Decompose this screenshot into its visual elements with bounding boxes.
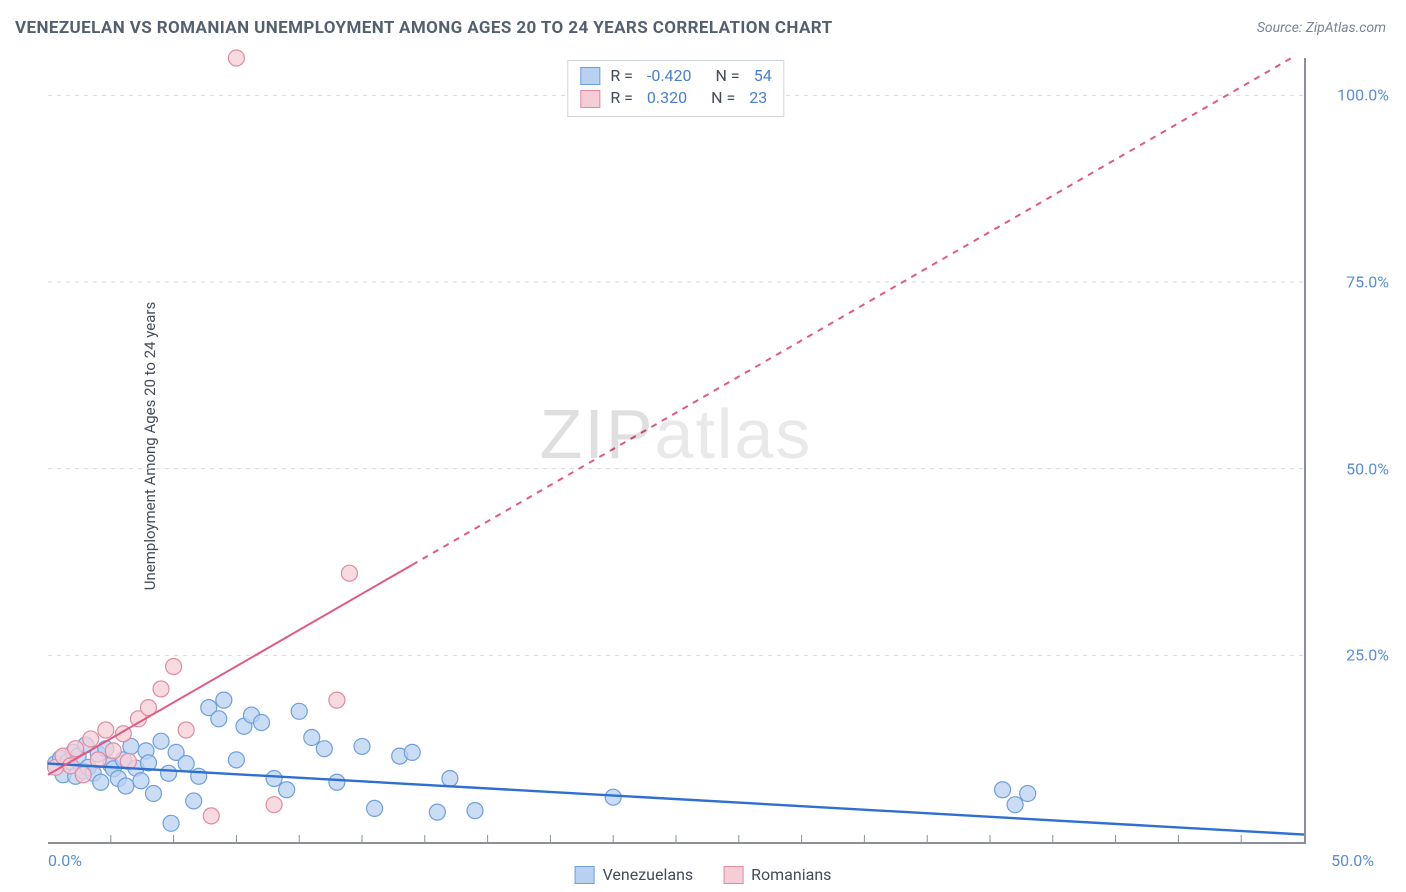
r-value: -0.420: [647, 65, 692, 87]
r-label: R =: [610, 65, 633, 87]
x-tick-label: 0.0%: [48, 851, 82, 870]
legend-item: Romanians: [723, 865, 831, 884]
chart-title: VENEZUELAN VS ROMANIAN UNEMPLOYMENT AMON…: [15, 18, 833, 38]
stats-row: R = -0.420 N = 54: [580, 65, 771, 87]
source-label: Source: ZipAtlas.com: [1257, 20, 1386, 36]
legend-item: Venezuelans: [575, 865, 694, 884]
bottom-legend: Venezuelans Romanians: [575, 865, 832, 884]
y-tick-label: 50.0%: [1319, 459, 1389, 478]
n-value: 54: [754, 65, 772, 87]
n-label: N =: [716, 65, 740, 87]
legend-label: Venezuelans: [603, 865, 694, 884]
r-label: R =: [610, 87, 633, 109]
plot-area: ZIPatlas R =-0.420N =54R = 0.320N =23 25…: [48, 58, 1306, 844]
chart-container: VENEZUELAN VS ROMANIAN UNEMPLOYMENT AMON…: [0, 0, 1406, 892]
stats-row: R = 0.320 N = 23: [580, 87, 771, 109]
legend-swatch: [580, 67, 600, 85]
y-tick-label: 75.0%: [1319, 273, 1389, 292]
y-tick-label: 25.0%: [1319, 646, 1389, 665]
n-label: N =: [711, 87, 735, 109]
plot-svg: [48, 58, 1304, 842]
y-tick-label: 100.0%: [1319, 86, 1389, 105]
x-tick-label: 50.0%: [1331, 851, 1374, 870]
legend-swatch: [580, 90, 600, 108]
legend-swatch: [723, 866, 743, 884]
stats-box: R = -0.420 N = 54 R = 0.320 N = 23: [567, 60, 784, 117]
legend-label: Romanians: [751, 865, 831, 884]
legend-swatch: [575, 866, 595, 884]
r-value: 0.320: [647, 87, 687, 109]
n-value: 23: [749, 87, 767, 109]
